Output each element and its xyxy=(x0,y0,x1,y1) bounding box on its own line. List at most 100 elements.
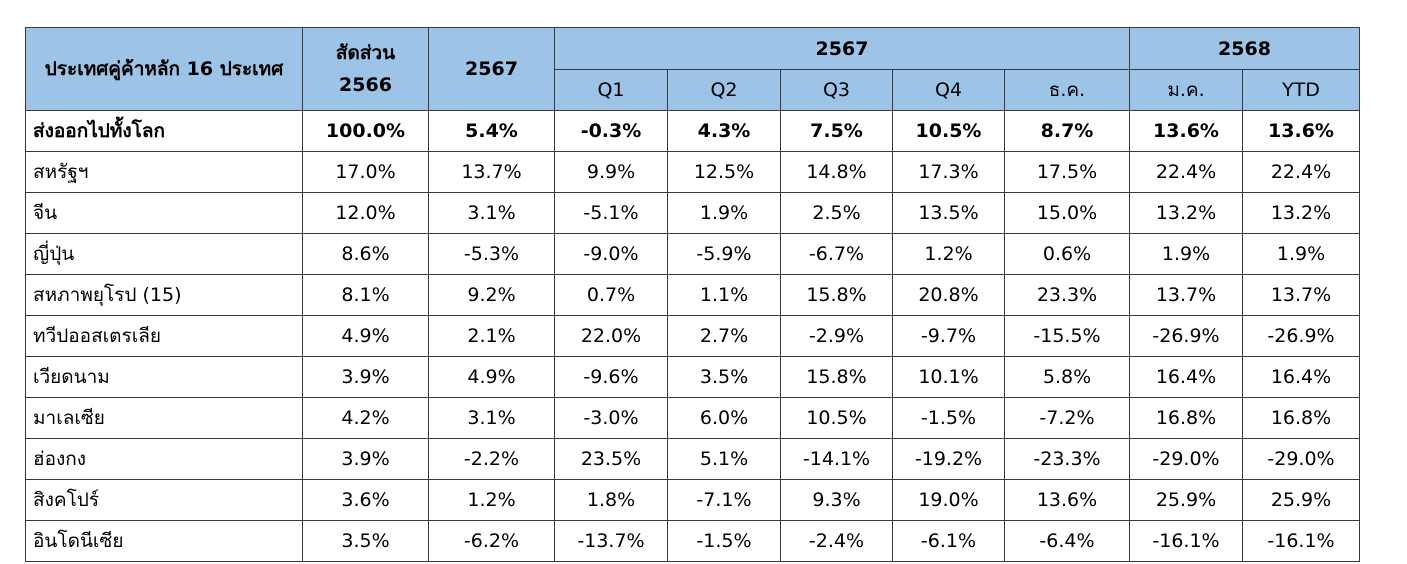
cell-y2567: 2.1% xyxy=(428,315,555,357)
cell-q4: 13.5% xyxy=(892,192,1005,234)
cell-jan: 16.8% xyxy=(1129,397,1243,439)
cell-share: 3.9% xyxy=(302,438,429,480)
cell-dec: 0.6% xyxy=(1004,233,1130,275)
cell-ytd: 16.4% xyxy=(1242,356,1360,398)
cell-y2567: 13.7% xyxy=(428,151,555,193)
cell-name: จีน xyxy=(25,192,303,234)
cell-share: 8.1% xyxy=(302,274,429,316)
table-row: สหรัฐฯ 17.0% 13.7% 9.9% 12.5% 14.8% 17.3% 17.5%… xyxy=(25,151,1360,193)
cell-q3: -14.1% xyxy=(780,438,893,480)
cell-dec: 8.7% xyxy=(1004,110,1130,152)
cell-q1: -3.0% xyxy=(554,397,668,439)
cell-share: 17.0% xyxy=(302,151,429,193)
cell-q2: 5.1% xyxy=(667,438,781,480)
header-q2: Q2 xyxy=(667,69,781,111)
cell-y2567: 9.2% xyxy=(428,274,555,316)
cell-jan: -26.9% xyxy=(1129,315,1243,357)
table-row: มาเลเซีย 4.2% 3.1% -3.0% 6.0% 10.5% -1.5% -7.2%… xyxy=(25,397,1360,439)
cell-q4: -19.2% xyxy=(892,438,1005,480)
cell-q2: 4.3% xyxy=(667,110,781,152)
cell-q4: 20.8% xyxy=(892,274,1005,316)
cell-q2: -1.5% xyxy=(667,520,781,562)
cell-q3: -2.4% xyxy=(780,520,893,562)
cell-dec: 13.6% xyxy=(1004,479,1130,521)
cell-q2: -7.1% xyxy=(667,479,781,521)
cell-jan: 13.6% xyxy=(1129,110,1243,152)
cell-jan: -16.1% xyxy=(1129,520,1243,562)
cell-q1: 9.9% xyxy=(554,151,668,193)
cell-share: 3.9% xyxy=(302,356,429,398)
cell-q3: -2.9% xyxy=(780,315,893,357)
cell-y2567: 3.1% xyxy=(428,192,555,234)
header-dec: ธ.ค. xyxy=(1004,69,1130,111)
cell-name: มาเลเซีย xyxy=(25,397,303,439)
cell-dec: -23.3% xyxy=(1004,438,1130,480)
cell-dec: -6.4% xyxy=(1004,520,1130,562)
table-row: ทวีปออสเตรเลีย 4.9% 2.1% 22.0% 2.7% -2.9% -9.7… xyxy=(25,315,1360,357)
cell-ytd: 13.7% xyxy=(1242,274,1360,316)
cell-dec: -7.2% xyxy=(1004,397,1130,439)
cell-jan: 1.9% xyxy=(1129,233,1243,275)
cell-q1: -9.0% xyxy=(554,233,668,275)
cell-share: 4.9% xyxy=(302,315,429,357)
cell-q3: 10.5% xyxy=(780,397,893,439)
header-jan: ม.ค. xyxy=(1129,69,1243,111)
cell-name: ฮ่องกง xyxy=(25,438,303,480)
cell-name: ทวีปออสเตรเลีย xyxy=(25,315,303,357)
cell-y2567: 4.9% xyxy=(428,356,555,398)
cell-share: 3.5% xyxy=(302,520,429,562)
cell-q3: 15.8% xyxy=(780,356,893,398)
header-q3: Q3 xyxy=(780,69,893,111)
cell-name: ส่งออกไปทั้งโลก xyxy=(25,110,303,152)
cell-y2567: 1.2% xyxy=(428,479,555,521)
cell-share: 3.6% xyxy=(302,479,429,521)
cell-q2: -5.9% xyxy=(667,233,781,275)
cell-name: เวียดนาม xyxy=(25,356,303,398)
cell-q3: 14.8% xyxy=(780,151,893,193)
cell-dec: -15.5% xyxy=(1004,315,1130,357)
cell-q3: 2.5% xyxy=(780,192,893,234)
cell-name: สหรัฐฯ xyxy=(25,151,303,193)
cell-ytd: 25.9% xyxy=(1242,479,1360,521)
cell-q3: 9.3% xyxy=(780,479,893,521)
cell-jan: 22.4% xyxy=(1129,151,1243,193)
cell-q3: 7.5% xyxy=(780,110,893,152)
cell-y2567: -5.3% xyxy=(428,233,555,275)
cell-q4: -9.7% xyxy=(892,315,1005,357)
cell-q1: -13.7% xyxy=(554,520,668,562)
header-year-2567: 2567 xyxy=(428,27,555,111)
cell-q4: 10.5% xyxy=(892,110,1005,152)
cell-ytd: 13.2% xyxy=(1242,192,1360,234)
cell-jan: 13.7% xyxy=(1129,274,1243,316)
cell-share: 100.0% xyxy=(302,110,429,152)
cell-name: สหภาพยุโรป (15) xyxy=(25,274,303,316)
cell-q4: 10.1% xyxy=(892,356,1005,398)
cell-ytd: -26.9% xyxy=(1242,315,1360,357)
cell-q1: -5.1% xyxy=(554,192,668,234)
table-row: ญี่ปุ่น 8.6% -5.3% -9.0% -5.9% -6.7% 1.2% 0.6% 1… xyxy=(25,233,1360,275)
header-q4: Q4 xyxy=(892,69,1005,111)
cell-ytd: -29.0% xyxy=(1242,438,1360,480)
cell-q4: -6.1% xyxy=(892,520,1005,562)
cell-q3: 15.8% xyxy=(780,274,893,316)
header-group-2567: 2567 xyxy=(554,27,1130,70)
export-growth-table: ประเทศคู่ค้าหลัก 16 ประเทศ สัดส่วน 2566 … xyxy=(25,27,1360,562)
cell-q4: 1.2% xyxy=(892,233,1005,275)
cell-name: อินโดนีเซีย xyxy=(25,520,303,562)
cell-ytd: 13.6% xyxy=(1242,110,1360,152)
cell-q1: 0.7% xyxy=(554,274,668,316)
cell-y2567: -2.2% xyxy=(428,438,555,480)
cell-name: ญี่ปุ่น xyxy=(25,233,303,275)
cell-y2567: 5.4% xyxy=(428,110,555,152)
cell-jan: 25.9% xyxy=(1129,479,1243,521)
header-group-2568: 2568 xyxy=(1129,27,1360,70)
cell-q2: 2.7% xyxy=(667,315,781,357)
cell-dec: 23.3% xyxy=(1004,274,1130,316)
cell-ytd: -16.1% xyxy=(1242,520,1360,562)
cell-q1: 1.8% xyxy=(554,479,668,521)
table-row: สหภาพยุโรป (15) 8.1% 9.2% 0.7% 1.1% 15.8% 20.8… xyxy=(25,274,1360,316)
cell-q3: -6.7% xyxy=(780,233,893,275)
cell-q4: 17.3% xyxy=(892,151,1005,193)
cell-q4: 19.0% xyxy=(892,479,1005,521)
table-row: สิงคโปร์ 3.6% 1.2% 1.8% -7.1% 9.3% 19.0% 13.6% 2… xyxy=(25,479,1360,521)
